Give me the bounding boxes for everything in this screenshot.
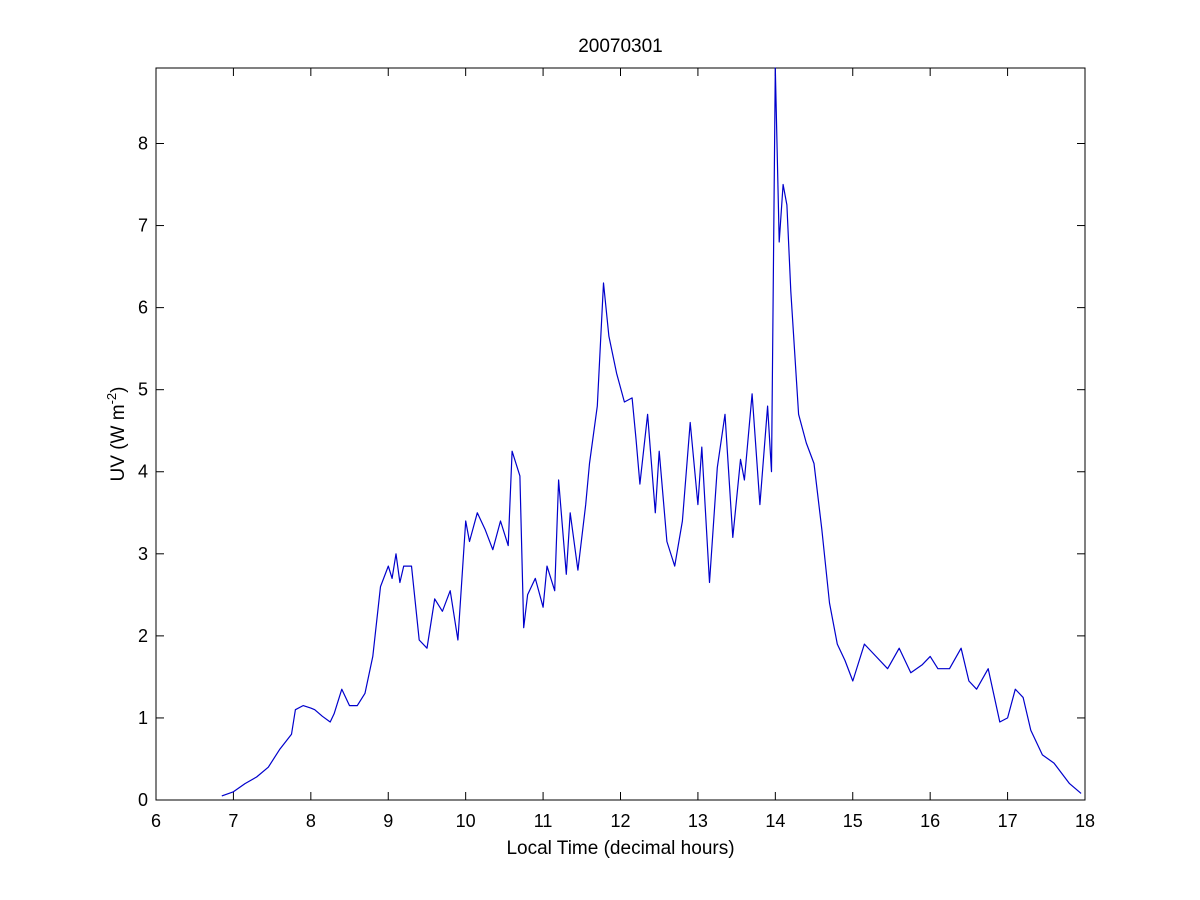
series-layer	[221, 67, 1082, 797]
y-tick-label: 5	[138, 380, 148, 400]
x-tick-label: 7	[228, 811, 238, 831]
x-tick-label: 17	[998, 811, 1018, 831]
x-tick-label: 11	[534, 811, 553, 831]
y-axis-title: UV (W m-2)	[104, 387, 129, 482]
x-tick-label: 9	[383, 811, 393, 831]
y-tick-label: 7	[138, 216, 148, 236]
y-axis-title-superscript: -2	[104, 393, 119, 405]
x-tick-label: 10	[456, 811, 476, 831]
y-tick-label: 8	[138, 133, 148, 153]
y-tick-label: 6	[138, 298, 148, 318]
chart-title: 20070301	[578, 36, 663, 57]
x-tick-label: 13	[688, 811, 708, 831]
x-tick-label: 6	[151, 811, 161, 831]
axis-ticks	[155, 68, 1086, 801]
plot-area-frame	[155, 67, 1086, 801]
y-tick-label: 0	[138, 790, 148, 810]
x-tick-label: 18	[1075, 811, 1095, 831]
y-axis-title-base: UV (W m	[108, 404, 129, 481]
x-tick-label: 12	[610, 811, 630, 831]
x-tick-label: 16	[920, 811, 940, 831]
y-tick-label: 3	[138, 544, 148, 564]
x-axis-title: Local Time (decimal hours)	[506, 838, 734, 859]
y-tick-label: 1	[138, 708, 148, 728]
x-tick-label: 15	[843, 811, 863, 831]
y-tick-label: 4	[138, 462, 148, 482]
y-tick-label: 2	[138, 626, 148, 646]
x-tick-label: 8	[306, 811, 316, 831]
y-axis-title-close: )	[108, 387, 129, 393]
series-line	[221, 67, 1082, 797]
x-tick-label: 14	[765, 811, 785, 831]
